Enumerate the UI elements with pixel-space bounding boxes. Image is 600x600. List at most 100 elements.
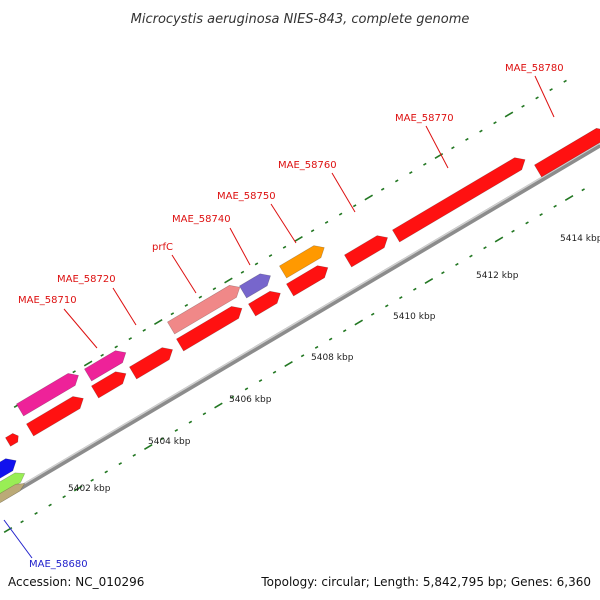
gene-arrow[interactable] [534, 127, 600, 178]
tick-mark [423, 162, 427, 166]
gene-label-mae-58710[interactable]: MAE_58710 [18, 295, 77, 306]
genome-summary-text: Topology: circular; Length: 5,842,795 bp… [260, 575, 591, 589]
tick-mark [72, 370, 76, 374]
tick-mark [314, 345, 319, 349]
scale-label: 5412 kbp [476, 271, 519, 281]
gene-arrow[interactable] [286, 265, 329, 297]
leader-line-mae-58780 [534, 75, 555, 118]
gene-arrow[interactable] [26, 396, 84, 437]
gene-arrow[interactable] [167, 284, 241, 335]
tick-mark [380, 187, 385, 191]
tick-mark [494, 236, 504, 243]
gene-arrow[interactable] [0, 458, 17, 488]
tick-mark [310, 229, 315, 233]
leader-line-mae-58760 [331, 172, 356, 213]
tick-mark [364, 194, 373, 201]
gene-arrow[interactable] [239, 273, 271, 299]
gene-arrow[interactable] [344, 235, 388, 268]
tick-mark [62, 495, 66, 499]
tick-mark [535, 96, 539, 100]
gene-arrow[interactable] [129, 347, 173, 380]
tick-mark [83, 360, 93, 367]
tick-mark [244, 387, 249, 391]
tick-mark [20, 520, 24, 524]
scale-label: 5404 kbp [148, 437, 191, 447]
scale-labels: 5402 kbp 5404 kbp 5406 kbp 5408 kbp 5410… [68, 234, 600, 494]
leader-lines [3, 75, 555, 559]
tick-mark [342, 329, 347, 333]
tick-mark [394, 179, 399, 183]
gene-labels: MAE_58680 MAE_58710 MAE_58720 prfC MAE_5… [18, 63, 564, 570]
tick-mark [174, 428, 179, 432]
tick-mark [104, 470, 108, 474]
leader-line-mae-58710 [63, 308, 98, 349]
tick-mark [224, 277, 233, 284]
tick-mark [384, 304, 389, 308]
leader-line-mae-58770 [425, 125, 449, 169]
tick-mark [184, 303, 189, 307]
tick-mark [525, 221, 529, 225]
gene-label-mae-58740[interactable]: MAE_58740 [172, 214, 231, 225]
tick-mark [354, 319, 363, 326]
tick-mark [100, 353, 104, 357]
tick-mark [144, 444, 153, 450]
gene-label-mae-58780[interactable]: MAE_58780 [505, 63, 564, 74]
leader-line-prfc [171, 254, 197, 294]
tick-mark [34, 511, 38, 515]
map-title: Microcystis aeruginosa NIES-843, complet… [131, 12, 470, 27]
tick-mark [128, 337, 133, 341]
tick-mark [268, 254, 273, 258]
genome-backbone-highlight [0, 142, 600, 499]
tick-mark [338, 212, 343, 216]
tick-mark [294, 236, 303, 242]
tick-mark [154, 319, 163, 325]
tick-mark [258, 379, 263, 383]
tick-mark [324, 220, 329, 224]
tick-mark [504, 111, 514, 118]
accession-text: Accession: NC_010296 [8, 575, 144, 589]
tick-mark [300, 354, 305, 358]
tick-mark [272, 370, 277, 374]
tick-mark [73, 485, 83, 492]
tick-mark [90, 478, 94, 482]
scale-label: 5414 kbp [560, 234, 600, 244]
gene-label-mae-58760[interactable]: MAE_58760 [278, 160, 337, 171]
scale-label: 5408 kbp [311, 353, 354, 363]
tick-mark [132, 453, 137, 457]
gene-arrow[interactable] [16, 373, 79, 417]
gene-label-mae-58680[interactable]: MAE_58680 [29, 559, 88, 570]
tick-mark [282, 245, 287, 249]
tick-mark [399, 296, 403, 300]
gene-arrow[interactable] [392, 157, 526, 243]
tick-mark [254, 262, 259, 266]
gene-label-prfc[interactable]: prfC [152, 242, 173, 253]
tick-mark [563, 79, 567, 83]
gene-label-mae-58770[interactable]: MAE_58770 [395, 113, 454, 124]
gene-arrow[interactable] [248, 290, 281, 317]
tick-mark [511, 229, 515, 233]
tick-mark [581, 188, 585, 192]
tick-mark [214, 402, 223, 409]
tick-mark [370, 312, 375, 316]
tick-mark [170, 312, 175, 316]
gene-arrow[interactable] [176, 306, 243, 352]
tick-mark [284, 361, 293, 367]
genome-backbone [0, 142, 600, 503]
tick-mark [114, 345, 118, 349]
gene-label-mae-58750[interactable]: MAE_58750 [217, 191, 276, 202]
tick-mark [479, 129, 483, 133]
scale-label: 5406 kbp [229, 395, 272, 405]
gene-arrow[interactable] [91, 371, 127, 399]
tick-mark [553, 204, 557, 208]
tick-mark [118, 462, 123, 466]
gene-label-mae-58720[interactable]: MAE_58720 [57, 274, 116, 285]
gene-arrow[interactable] [5, 433, 19, 447]
leader-line-mae-58740 [229, 227, 251, 266]
gene-features [0, 127, 600, 514]
gene-arrow[interactable] [84, 350, 127, 382]
gene-arrow[interactable] [279, 245, 325, 279]
tick-mark [549, 88, 553, 92]
tick-mark [465, 137, 469, 141]
gene-arrow[interactable] [0, 483, 26, 514]
